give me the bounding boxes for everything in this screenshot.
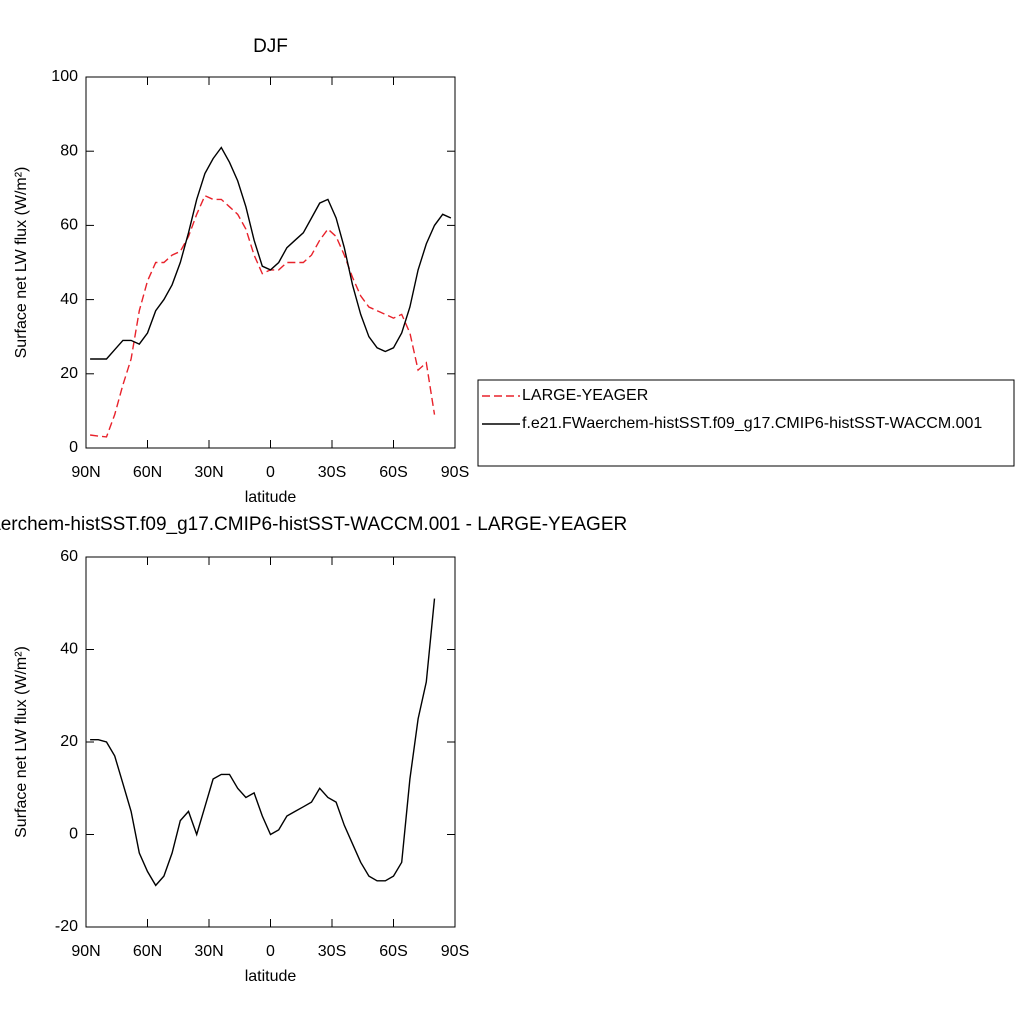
y-tick-label: 20 [60, 733, 78, 750]
y-tick-label: 40 [60, 641, 78, 658]
y-tick-label: -20 [55, 918, 78, 935]
y-tick-label: 60 [60, 548, 78, 565]
x-tick-label: 60N [133, 464, 162, 481]
x-tick-label: 60N [133, 943, 162, 960]
y-tick-label: 0 [69, 826, 78, 843]
x-tick-label: 60S [379, 464, 407, 481]
data-line [90, 194, 436, 438]
plot-frame [85, 76, 456, 449]
x-tick-label: 90N [71, 464, 100, 481]
x-tick-label: 90S [441, 464, 469, 481]
chart-title: f.e21.FWaerchem-histSST.f09_g17.CMIP6-hi… [0, 514, 627, 535]
legend-label: f.e21.FWaerchem-histSST.f09_g17.CMIP6-hi… [522, 415, 982, 432]
y-tick-label: 0 [69, 439, 78, 456]
y-axis-label: Surface net LW flux (W/m²) [13, 646, 30, 838]
chart-title: DJF [253, 36, 288, 57]
legend-box [477, 379, 1015, 467]
x-tick-label: 30S [318, 464, 346, 481]
x-tick-label: 0 [266, 943, 275, 960]
x-tick-label: 90N [71, 943, 100, 960]
y-axis-label: Surface net LW flux (W/m²) [13, 167, 30, 359]
x-tick-label: 90S [441, 943, 469, 960]
x-tick-label: 60S [379, 943, 407, 960]
x-axis-label: latitude [245, 489, 297, 506]
y-tick-label: 100 [51, 68, 78, 85]
x-tick-label: 30N [194, 464, 223, 481]
data-line [90, 598, 436, 887]
x-axis-label: latitude [245, 968, 297, 985]
plot-frame [85, 556, 456, 928]
x-tick-label: 30N [194, 943, 223, 960]
y-tick-label: 20 [60, 365, 78, 382]
legend-label: LARGE-YEAGER [522, 387, 648, 404]
data-line [90, 146, 452, 360]
x-tick-label: 0 [266, 464, 275, 481]
y-tick-label: 80 [60, 142, 78, 159]
y-tick-label: 60 [60, 217, 78, 234]
y-tick-label: 40 [60, 291, 78, 308]
x-tick-label: 30S [318, 943, 346, 960]
